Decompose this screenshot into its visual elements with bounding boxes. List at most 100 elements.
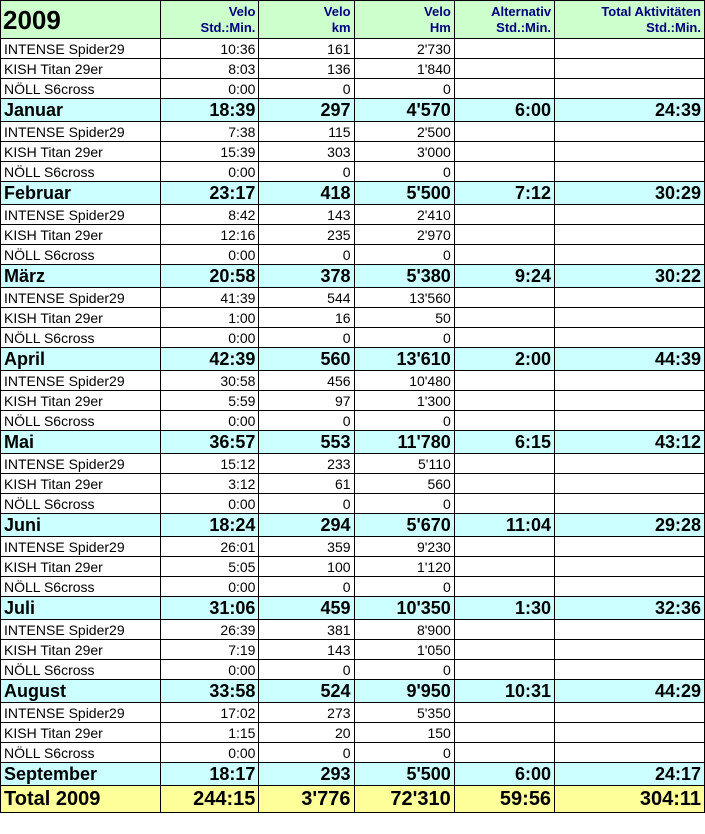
cell-total[interactable] — [554, 493, 705, 514]
cell-alt[interactable] — [453, 307, 556, 328]
cell-alt[interactable] — [453, 473, 556, 494]
cell-alt[interactable] — [453, 121, 556, 142]
cell-hm[interactable]: 10'350 — [353, 596, 455, 620]
cell-alt[interactable]: 9:24 — [453, 264, 556, 288]
cell-time[interactable]: 31:06 — [160, 596, 260, 620]
cell-km[interactable]: 560 — [258, 347, 355, 371]
cell-total[interactable] — [554, 307, 705, 328]
cell-name[interactable]: INTENSE Spider29 — [0, 287, 162, 308]
cell-time[interactable]: 7:38 — [160, 121, 260, 142]
cell-total[interactable] — [554, 390, 705, 411]
cell-km[interactable]: 115 — [258, 121, 355, 142]
cell-total[interactable]: 24:17 — [554, 762, 705, 786]
cell-time[interactable]: 1:15 — [160, 722, 260, 743]
cell-alt[interactable] — [453, 639, 556, 660]
cell-hm[interactable]: 1'300 — [353, 390, 455, 411]
cell-name[interactable]: NÖLL S6cross — [0, 493, 162, 514]
cell-km[interactable]: 294 — [258, 513, 355, 537]
cell-km[interactable]: 359 — [258, 536, 355, 557]
cell-hm[interactable]: 4'570 — [353, 98, 455, 122]
cell-name[interactable]: INTENSE Spider29 — [0, 204, 162, 225]
cell-name[interactable]: NÖLL S6cross — [0, 327, 162, 348]
cell-km[interactable]: 136 — [258, 58, 355, 79]
cell-name[interactable]: INTENSE Spider29 — [0, 121, 162, 142]
cell-alt[interactable]: 6:00 — [453, 762, 556, 786]
cell-time[interactable]: 3:12 — [160, 473, 260, 494]
cell-km[interactable]: 0 — [258, 244, 355, 265]
cell-name[interactable]: KISH Titan 29er — [0, 722, 162, 743]
cell-total[interactable] — [554, 619, 705, 640]
cell-total[interactable]: 24:39 — [554, 98, 705, 122]
cell-km[interactable]: 16 — [258, 307, 355, 328]
cell-name[interactable]: NÖLL S6cross — [0, 410, 162, 431]
cell-name[interactable]: INTENSE Spider29 — [0, 536, 162, 557]
cell-km[interactable]: 381 — [258, 619, 355, 640]
year-title[interactable]: 2009 — [0, 0, 162, 39]
cell-alt[interactable] — [453, 410, 556, 431]
cell-name[interactable]: Juli — [0, 596, 162, 620]
cell-time[interactable]: 30:58 — [160, 370, 260, 391]
cell-total[interactable] — [554, 224, 705, 245]
cell-km[interactable]: 97 — [258, 390, 355, 411]
cell-alt[interactable] — [453, 742, 556, 763]
cell-total[interactable] — [554, 410, 705, 431]
cell-name[interactable]: NÖLL S6cross — [0, 161, 162, 182]
cell-total[interactable]: 44:29 — [554, 679, 705, 703]
header-velo-km[interactable]: Velo km — [258, 0, 355, 39]
cell-time[interactable]: 15:39 — [160, 141, 260, 162]
cell-name[interactable]: Juni — [0, 513, 162, 537]
cell-time[interactable]: 0:00 — [160, 244, 260, 265]
cell-total[interactable] — [554, 453, 705, 474]
cell-time[interactable]: 0:00 — [160, 410, 260, 431]
cell-total[interactable] — [554, 204, 705, 225]
cell-km[interactable]: 418 — [258, 181, 355, 205]
cell-km[interactable]: 0 — [258, 576, 355, 597]
cell-name[interactable]: INTENSE Spider29 — [0, 38, 162, 59]
cell-total[interactable] — [554, 722, 705, 743]
cell-alt[interactable] — [453, 244, 556, 265]
cell-alt[interactable] — [453, 161, 556, 182]
cell-hm[interactable]: 5'350 — [353, 702, 455, 723]
cell-name[interactable]: INTENSE Spider29 — [0, 453, 162, 474]
cell-hm[interactable]: 0 — [353, 244, 455, 265]
header-velo-time[interactable]: Velo Std.:Min. — [160, 0, 260, 39]
cell-name[interactable]: KISH Titan 29er — [0, 141, 162, 162]
cell-km[interactable]: 233 — [258, 453, 355, 474]
cell-time[interactable]: 26:39 — [160, 619, 260, 640]
cell-total[interactable] — [554, 742, 705, 763]
cell-km[interactable]: 0 — [258, 742, 355, 763]
cell-alt[interactable] — [453, 722, 556, 743]
cell-hm[interactable]: 560 — [353, 473, 455, 494]
cell-km[interactable]: 456 — [258, 370, 355, 391]
cell-hm[interactable]: 150 — [353, 722, 455, 743]
cell-alt[interactable]: 7:12 — [453, 181, 556, 205]
cell-time[interactable]: 0:00 — [160, 742, 260, 763]
cell-km[interactable]: 0 — [258, 327, 355, 348]
cell-name[interactable]: NÖLL S6cross — [0, 244, 162, 265]
cell-time[interactable]: 20:58 — [160, 264, 260, 288]
cell-alt[interactable] — [453, 78, 556, 99]
cell-time[interactable]: 244:15 — [160, 785, 260, 813]
cell-total[interactable] — [554, 556, 705, 577]
cell-total[interactable] — [554, 287, 705, 308]
cell-km[interactable]: 143 — [258, 204, 355, 225]
cell-name[interactable]: KISH Titan 29er — [0, 639, 162, 660]
cell-total[interactable]: 43:12 — [554, 430, 705, 454]
cell-total[interactable] — [554, 78, 705, 99]
cell-time[interactable]: 26:01 — [160, 536, 260, 557]
cell-total[interactable]: 29:28 — [554, 513, 705, 537]
cell-time[interactable]: 36:57 — [160, 430, 260, 454]
cell-hm[interactable]: 5'380 — [353, 264, 455, 288]
cell-km[interactable]: 100 — [258, 556, 355, 577]
cell-hm[interactable]: 5'500 — [353, 762, 455, 786]
cell-name[interactable]: KISH Titan 29er — [0, 307, 162, 328]
cell-hm[interactable]: 9'950 — [353, 679, 455, 703]
cell-hm[interactable]: 0 — [353, 659, 455, 680]
cell-hm[interactable]: 9'230 — [353, 536, 455, 557]
cell-hm[interactable]: 0 — [353, 493, 455, 514]
cell-alt[interactable] — [453, 453, 556, 474]
cell-hm[interactable]: 5'110 — [353, 453, 455, 474]
cell-name[interactable]: Februar — [0, 181, 162, 205]
cell-alt[interactable] — [453, 58, 556, 79]
cell-hm[interactable]: 2'410 — [353, 204, 455, 225]
